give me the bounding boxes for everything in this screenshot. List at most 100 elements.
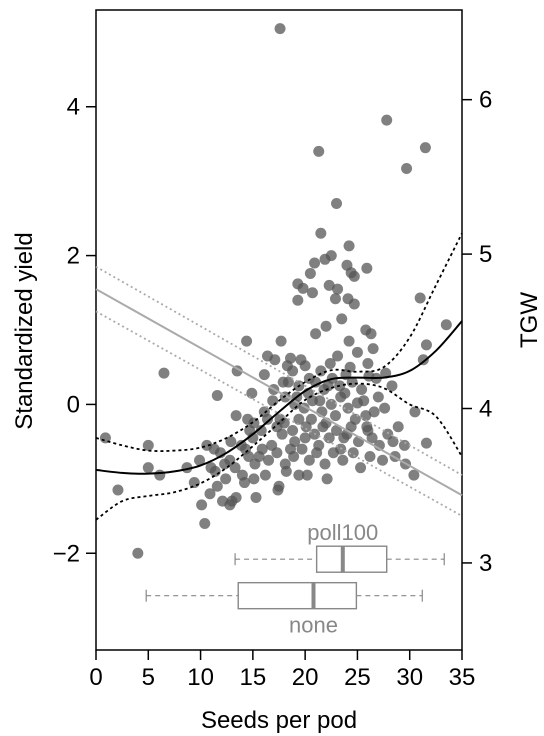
- data-point: [324, 357, 336, 369]
- x-tick-label: 0: [89, 664, 102, 691]
- data-point: [348, 270, 360, 282]
- y2-tick-label: 4: [479, 396, 492, 423]
- linear-fit-line: [95, 288, 463, 497]
- data-point: [297, 282, 309, 294]
- data-point: [142, 439, 154, 451]
- box-label: poll100: [307, 520, 378, 545]
- data-point: [420, 339, 432, 351]
- data-point: [299, 360, 311, 372]
- data-point: [379, 402, 391, 414]
- data-point: [240, 443, 252, 455]
- data-point: [305, 413, 317, 425]
- data-point: [309, 257, 321, 269]
- data-point: [272, 484, 284, 496]
- data-point: [440, 319, 452, 331]
- data-point: [336, 313, 348, 325]
- plot-area: [95, 9, 463, 651]
- y-tick-label: 4: [67, 94, 80, 121]
- data-point: [199, 517, 211, 529]
- data-point: [319, 253, 331, 265]
- data-point: [314, 395, 326, 407]
- linear-fit-ci-upper: [95, 265, 463, 476]
- data-point: [285, 443, 297, 455]
- data-point: [332, 350, 344, 362]
- data-point: [323, 279, 335, 291]
- data-point: [331, 197, 343, 209]
- data-point: [420, 437, 432, 449]
- x-tick-label: 35: [449, 664, 476, 691]
- data-point: [343, 335, 355, 347]
- data-point: [342, 402, 354, 414]
- data-point: [329, 293, 341, 305]
- data-point: [419, 142, 431, 154]
- data-point: [250, 491, 262, 503]
- data-point: [392, 421, 404, 433]
- y-tick-label: −2: [53, 540, 80, 567]
- data-point: [332, 283, 344, 295]
- data-point: [236, 469, 248, 481]
- data-point: [368, 406, 380, 418]
- data-point: [401, 163, 413, 175]
- data-point: [285, 352, 297, 364]
- x-tick-label: 30: [396, 664, 423, 691]
- data-point: [267, 395, 279, 407]
- data-point: [296, 443, 308, 455]
- data-point: [287, 424, 299, 436]
- data-point: [355, 462, 367, 474]
- y-tick-label: 2: [67, 243, 80, 270]
- data-point: [386, 380, 398, 392]
- data-point: [304, 267, 316, 279]
- y2-tick-label: 6: [479, 87, 492, 114]
- data-point: [313, 439, 325, 451]
- data-point: [205, 462, 217, 474]
- data-point: [158, 367, 170, 379]
- data-point: [315, 365, 327, 377]
- data-point: [275, 335, 287, 347]
- x-tick-label: 20: [292, 664, 319, 691]
- data-point: [266, 439, 278, 451]
- box-label: none: [289, 613, 338, 638]
- data-point: [358, 395, 370, 407]
- data-point: [194, 454, 206, 466]
- data-point: [367, 343, 379, 355]
- x-tick-label: 25: [344, 664, 371, 691]
- data-point: [320, 320, 332, 332]
- data-point: [248, 473, 260, 485]
- data-point: [364, 451, 376, 463]
- x-tick-label: 10: [187, 664, 214, 691]
- data-point: [196, 499, 208, 511]
- y2-axis-title: TGW: [516, 292, 543, 348]
- data-point: [274, 23, 286, 35]
- data-point: [365, 328, 377, 340]
- data-point: [408, 469, 420, 481]
- y-axis-title: Standardized yield: [11, 232, 38, 429]
- data-point: [280, 465, 292, 477]
- data-point: [377, 454, 389, 466]
- data-point: [381, 114, 393, 126]
- data-point: [315, 227, 327, 239]
- x-tick-label: 15: [240, 664, 267, 691]
- smooth-fit-ci-lower: [95, 382, 463, 521]
- data-point: [112, 484, 124, 496]
- data-point: [343, 240, 355, 252]
- data-point: [303, 454, 315, 466]
- data-point: [154, 469, 166, 481]
- data-point: [269, 354, 281, 366]
- data-point: [322, 380, 334, 392]
- data-point: [258, 369, 270, 381]
- data-point: [132, 547, 144, 559]
- data-point: [211, 389, 223, 401]
- data-point: [204, 488, 216, 500]
- data-point: [329, 410, 341, 422]
- data-point: [356, 384, 368, 396]
- data-point: [361, 262, 373, 274]
- data-point: [220, 473, 232, 485]
- data-point: [226, 495, 238, 507]
- data-point: [362, 357, 374, 369]
- data-point: [246, 387, 258, 399]
- data-point: [293, 469, 305, 481]
- data-point: [225, 436, 237, 448]
- data-point: [299, 432, 311, 444]
- data-point: [229, 462, 241, 474]
